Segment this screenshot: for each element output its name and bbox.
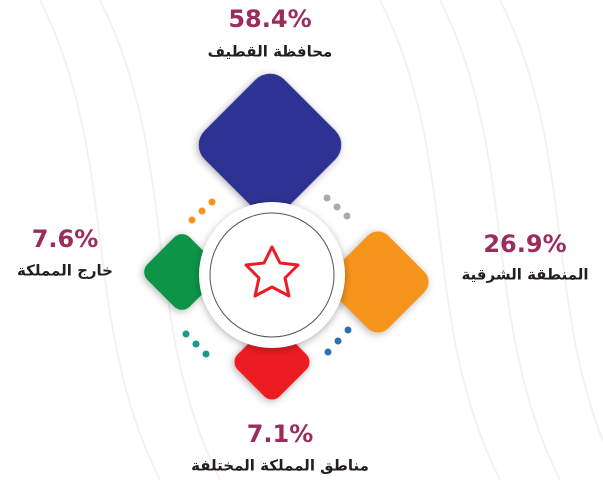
category-label: مناطق المملكة المختلفة	[191, 457, 369, 475]
value-label: 26.9%	[483, 230, 566, 258]
labels: 58.4% محافظة القطيف 26.9% المنطقة الشرقية 7.…	[17, 5, 589, 475]
diamond	[198, 73, 342, 217]
category-label: المنطقة الشرقية	[461, 266, 588, 284]
background-lines	[39, 0, 603, 480]
value-label: 7.6%	[32, 225, 99, 253]
value-label: 7.1%	[247, 420, 314, 448]
center-badge	[199, 202, 345, 348]
category-label: خارج المملكة	[17, 262, 113, 280]
diamonds	[144, 73, 429, 400]
diamond	[327, 231, 429, 333]
category-label: محافظة القطيف	[208, 43, 333, 61]
connector-dots	[182, 194, 352, 358]
value-label: 58.4%	[228, 5, 311, 33]
